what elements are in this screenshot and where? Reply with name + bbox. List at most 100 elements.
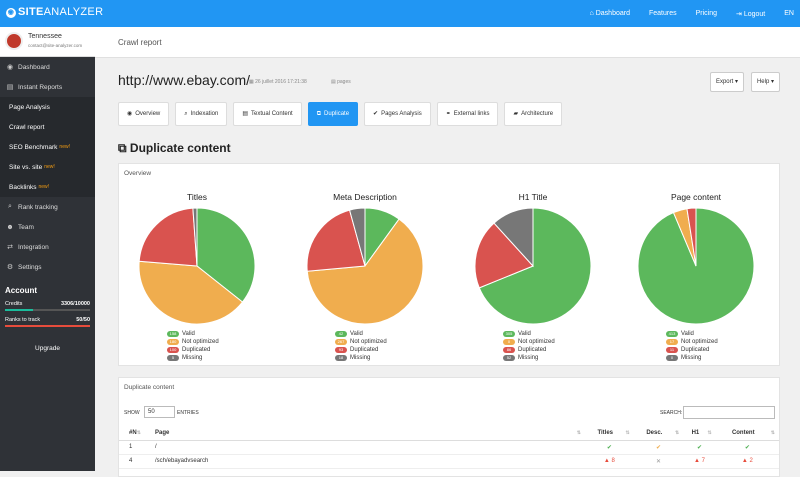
account-title: Account <box>5 286 37 295</box>
sidebar-item-backlinks[interactable]: Backlinks new! <box>0 177 95 197</box>
credits-value: 3306/10000 <box>60 301 90 307</box>
column-header[interactable]: #N ⇅ <box>119 427 145 441</box>
row-number: 1 <box>119 440 145 455</box>
legend-label: Duplicated <box>518 347 547 353</box>
legend-item: 0 Not optimized <box>503 338 563 346</box>
sidebar-item-label: Team <box>18 223 34 231</box>
column-header[interactable]: Desc. ⇅ <box>633 427 684 441</box>
tab-architecture[interactable]: ▰ Architecture <box>504 102 563 126</box>
profile-email: contact@site-analyzer.com <box>28 43 83 48</box>
table-row[interactable]: 1/✔ ✔ ✔ ✔ <box>119 440 779 455</box>
entries-select[interactable]: 50 <box>144 406 175 418</box>
topnav-label: Features <box>648 10 677 17</box>
sidebar: Tennessee contact@site-analyzer.com ◉ Das… <box>0 27 95 471</box>
legend-label: Missing <box>182 355 203 361</box>
tab-icon: ⧉ <box>316 111 322 117</box>
avatar <box>5 32 23 50</box>
table-row[interactable]: 4/sch/ebayadvsearch ▲ 8 ✕ ▲ 7 ▲ 2 <box>119 454 779 469</box>
pie-slice-not-optimized[interactable] <box>306 218 424 325</box>
sidebar-item-seo-benchmark[interactable]: SEO Benchmark new! <box>0 137 95 157</box>
legend-label: Valid <box>681 331 694 337</box>
tab-external-links[interactable]: ⚭ External links <box>436 102 499 126</box>
credits-label: Credits <box>5 301 23 307</box>
tab-overview[interactable]: ◉ Overview <box>118 102 170 126</box>
topnav-en[interactable]: EN <box>784 10 794 17</box>
pie-slice-duplicated[interactable] <box>474 222 534 289</box>
upgrade-link[interactable]: Upgrade <box>35 345 60 352</box>
sidebar-item-label: Dashboard <box>18 63 50 71</box>
sort-icon: ⇅ <box>675 430 680 437</box>
legend-count-badge: 413 <box>666 331 678 337</box>
row-page[interactable]: /sch/ebayadvsearch <box>145 454 585 469</box>
legend-count-badge: 52 <box>503 355 515 361</box>
tab-indexation[interactable]: ⌕ Indexation <box>175 102 228 126</box>
sidebar-item-team[interactable]: ☻ Team <box>0 217 95 237</box>
pie-slice-duplicated[interactable] <box>138 207 198 267</box>
legend-item: 180 Not optimized <box>167 338 227 346</box>
sidebar-item-label: Integration <box>18 243 49 251</box>
cell-content: ▲ 2 <box>715 454 779 469</box>
app-logo[interactable]: ◉ SITEANALYZER <box>6 6 103 18</box>
topnav-dashboard[interactable]: ⌂ Dashboard <box>590 10 630 17</box>
sidebar-item-integration[interactable]: ⇄ Integration <box>0 237 95 257</box>
legend-label: Not optimized <box>681 339 718 345</box>
legend-item: 5 Missing <box>167 354 227 362</box>
column-header[interactable]: H1 ⇅ <box>683 427 716 441</box>
row-page[interactable]: / <box>145 440 585 455</box>
legend-label: Duplicated <box>681 347 710 353</box>
user-profile[interactable]: Tennessee contact@site-analyzer.com <box>0 27 95 57</box>
legend-label: Not optimized <box>518 339 555 345</box>
pie-slice-valid[interactable] <box>196 207 256 303</box>
sidebar-item-settings[interactable]: ⚙ Settings <box>0 257 95 277</box>
legend-item: 267 Not optimized <box>335 338 395 346</box>
new-badge: new! <box>44 164 55 170</box>
sidebar-item-site-vs-site[interactable]: Site vs. site new! <box>0 157 95 177</box>
row-number: 4 <box>119 454 145 469</box>
tab-label: Duplicate <box>324 111 350 117</box>
pie-slice-not-optimized[interactable] <box>138 260 244 325</box>
pie-slice-duplicated[interactable] <box>686 207 697 267</box>
sidebar-item-instant-reports[interactable]: ▤ Instant Reports <box>0 77 95 97</box>
topnav-label: Logout <box>743 10 766 18</box>
pie-chart-3: Page content 413 Valid 17 Not optimized 11 Dup… <box>616 192 776 362</box>
topnav-pricing[interactable]: Pricing <box>696 10 717 17</box>
sidebar-item-label: Backlinks <box>9 183 37 191</box>
cell-desc: ✕ <box>633 454 684 469</box>
report-pages: ▤ pages <box>331 79 351 85</box>
pie-slice-missing[interactable] <box>493 207 534 268</box>
topnav-icon: ⌂ <box>589 10 594 17</box>
sidebar-item-dashboard[interactable]: ◉ Dashboard <box>0 57 95 77</box>
tab-duplicate[interactable]: ⧉ Duplicate <box>307 102 359 126</box>
tab-textual-content[interactable]: ▤ Textual Content <box>233 102 302 126</box>
search-input[interactable] <box>683 406 775 419</box>
top-bar: ◉ SITEANALYZER ⌂ Dashboard Features Pricing… <box>0 0 800 27</box>
sidebar-item-crawl-report[interactable]: Crawl report <box>0 117 95 137</box>
pie-slice-valid[interactable] <box>478 207 592 325</box>
column-header[interactable]: Page ⇅ <box>145 427 585 441</box>
legend-count-badge: 42 <box>335 331 347 337</box>
legend-item: 0 Missing <box>666 354 726 362</box>
sort-icon: ⇅ <box>625 430 630 437</box>
profile-name: Tennessee <box>28 33 62 40</box>
topnav-features[interactable]: Features <box>649 10 677 17</box>
sidebar-item-page-analysis[interactable]: Page Analysis <box>0 97 95 117</box>
legend-count-badge: 100 <box>167 347 179 353</box>
topnav-logout[interactable]: ⇥ Logout <box>736 10 765 18</box>
sort-icon: ⇅ <box>576 430 581 437</box>
export-button[interactable]: Export ▾ <box>709 72 744 92</box>
column-header-label: H1 <box>691 430 700 437</box>
sidebar-item-rank-tracking[interactable]: ⌕ Rank tracking <box>0 197 95 217</box>
pie-slice-duplicated[interactable] <box>306 209 366 272</box>
duplicate-table-panel: Duplicate content SHOW 50 ENTRIES SEARCH… <box>118 377 780 477</box>
sidebar-item-label: Settings <box>18 263 42 271</box>
column-header[interactable]: Content ⇅ <box>715 427 779 441</box>
column-header[interactable]: Titles ⇅ <box>585 427 634 441</box>
report-date: ▦ 26 juillet 2016 17:21:38 <box>249 79 307 85</box>
sidebar-item-label: Instant Reports <box>18 83 63 91</box>
pie-slice-missing[interactable] <box>192 207 198 267</box>
chart-legend: 413 Valid 17 Not optimized 11 Duplicated 0 Miss… <box>666 330 726 362</box>
new-badge: new! <box>38 184 50 190</box>
tab-pages-analysis[interactable]: ✔ Pages Analysis <box>364 102 431 126</box>
pie-slice-missing[interactable] <box>348 207 366 267</box>
help-button[interactable]: Help ▾ <box>750 72 780 92</box>
